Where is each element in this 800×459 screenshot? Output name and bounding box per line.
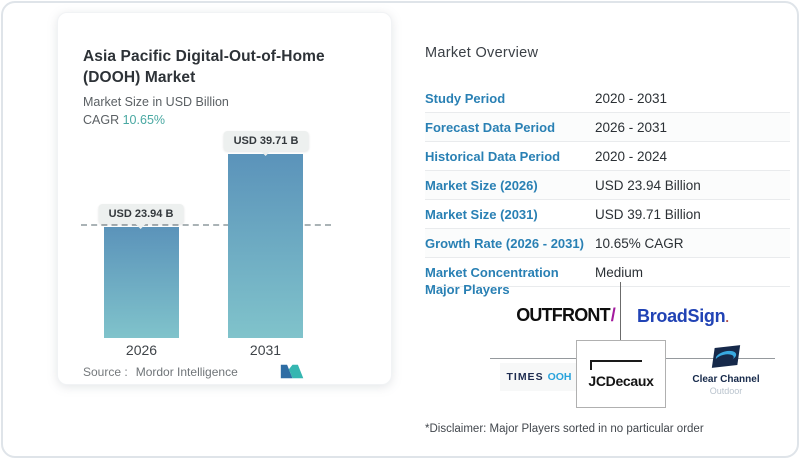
- bar-label-2026: USD 23.94 B: [98, 204, 184, 225]
- chart-title: Asia Pacific Digital-Out-of-Home (DOOH) …: [83, 48, 325, 86]
- row-label: Forecast Data Period: [425, 119, 556, 135]
- players-vertical-divider: [620, 282, 621, 340]
- row-value: 2020 - 2031: [595, 90, 668, 106]
- row-label: Market Concentration: [425, 264, 559, 280]
- source-name: Mordor Intelligence: [135, 365, 238, 379]
- bar-2026: [104, 227, 179, 338]
- reference-dashed-line: [81, 224, 331, 227]
- table-row: Market Concentration Medium: [425, 258, 790, 287]
- table-row: Study Period 2020 - 2031: [425, 84, 790, 113]
- table-row: Forecast Data Period 2026 - 2031: [425, 113, 790, 142]
- broadsign-wordmark: BroadSign: [637, 306, 726, 326]
- cagr-value: 10.65%: [122, 112, 166, 127]
- clear-channel-wordmark: Clear Channel: [692, 374, 760, 385]
- row-label: Market Size (2031): [425, 206, 538, 222]
- overview-heading: Market Overview: [425, 45, 539, 61]
- bar-2031: [228, 154, 303, 338]
- disclaimer-text: *Disclaimer: Major Players sorted in no …: [425, 423, 704, 435]
- row-value: USD 39.71 Billion: [595, 206, 701, 222]
- times-wordmark: TIMES: [506, 371, 544, 383]
- row-label: Market Size (2026): [425, 177, 538, 193]
- row-label: Growth Rate (2026 - 2031): [425, 235, 584, 251]
- row-value: USD 23.94 Billion: [595, 177, 701, 193]
- row-value: 2020 - 2024: [595, 148, 668, 164]
- table-row: Growth Rate (2026 - 2031) 10.65% CAGR: [425, 229, 790, 258]
- chart-subtitle: Market Size in USD Billion: [83, 94, 229, 109]
- outfront-logo: OUTFRONT/: [505, 305, 616, 326]
- outfront-wordmark: OUTFRONT: [516, 305, 610, 325]
- overview-table: Study Period 2020 - 2031 Forecast Data P…: [425, 84, 790, 287]
- cagr-label: CAGR: [83, 112, 120, 127]
- cagr-line: CAGR 10.65%: [83, 113, 366, 127]
- broadsign-logo: BroadSign.: [637, 306, 729, 327]
- clear-channel-mark-icon: [711, 345, 741, 368]
- table-row: Market Size (2031) USD 39.71 Billion: [425, 200, 790, 229]
- jcdecaux-bracket-icon: [590, 359, 642, 370]
- row-label: Historical Data Period: [425, 148, 561, 164]
- table-row: Market Size (2026) USD 23.94 Billion: [425, 171, 790, 200]
- bar-chart: USD 23.94 B USD 39.71 B 2026 2031: [58, 131, 391, 358]
- clear-channel-outdoor-wordmark: Outdoor: [709, 386, 743, 396]
- x-axis-label-2026: 2026: [125, 342, 158, 358]
- major-players-label: Major Players: [425, 282, 510, 297]
- chart-header: Asia Pacific Digital-Out-of-Home (DOOH) …: [58, 13, 391, 127]
- bar-label-2031: USD 39.71 B: [223, 131, 309, 151]
- row-value: Medium: [595, 264, 644, 280]
- jcdecaux-logo: JCDecaux: [576, 340, 666, 408]
- outfront-slash: /: [610, 305, 616, 325]
- table-row: Historical Data Period 2020 - 2024: [425, 142, 790, 171]
- row-value: 10.65% CAGR: [595, 235, 684, 251]
- mordor-intelligence-logo-icon: [280, 364, 304, 379]
- broadsign-dot: .: [725, 310, 729, 325]
- clear-channel-logo: Clear Channel Outdoor: [678, 345, 774, 396]
- source-label: Source :: [83, 365, 128, 379]
- times-ooh-logo: TIMES OOH: [500, 363, 578, 391]
- jcdecaux-wordmark: JCDecaux: [588, 372, 654, 389]
- market-chart-card: Asia Pacific Digital-Out-of-Home (DOOH) …: [57, 12, 392, 385]
- ooh-wordmark: OOH: [547, 371, 572, 383]
- x-axis-label-2031: 2031: [249, 342, 282, 358]
- source-attribution: Source : Mordor Intelligence: [83, 365, 238, 379]
- row-value: 2026 - 2031: [595, 119, 668, 135]
- row-label: Study Period: [425, 90, 506, 106]
